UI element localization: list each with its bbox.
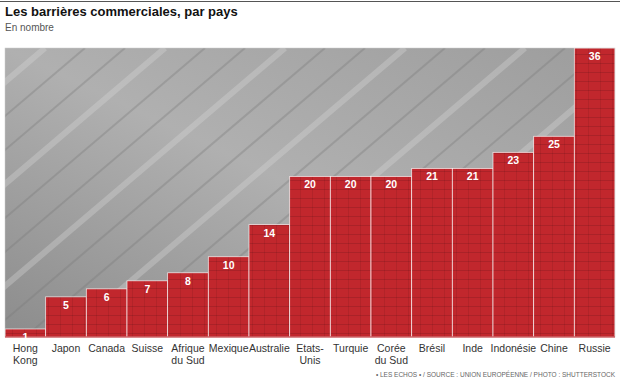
category-label-line: Suisse (132, 342, 164, 354)
texture-line (425, 48, 615, 337)
category-label: Russie (579, 342, 611, 354)
category-label: Canada (88, 342, 125, 354)
texture-line (5, 48, 45, 337)
plot-frame (5, 48, 615, 337)
texture-line (5, 48, 125, 337)
category-label: Inde (462, 342, 483, 354)
category-label-line: Afrique (171, 342, 204, 354)
texture-line (5, 48, 285, 337)
bar (493, 152, 534, 337)
category-label-line: Australie (249, 342, 290, 354)
category-label: Coréedu Sud (375, 342, 408, 366)
texture-line (105, 48, 445, 337)
bar (86, 289, 127, 337)
texture-line (265, 48, 605, 337)
data-label: 8 (185, 275, 191, 287)
texture-line (25, 48, 365, 337)
data-label: 20 (385, 178, 397, 190)
chart-container: Les barrières commerciales, par pays En n… (0, 0, 620, 380)
bar (208, 257, 249, 337)
bar (574, 48, 615, 337)
data-label: 25 (548, 138, 560, 150)
baseline (5, 337, 615, 338)
category-label-line: Russie (579, 342, 611, 354)
texture-line (225, 48, 565, 337)
title: Les barrières commerciales, par pays (5, 4, 238, 19)
data-label: 14 (263, 227, 275, 239)
category-label: HongKong (13, 342, 38, 366)
data-label: 23 (507, 154, 519, 166)
bar (371, 176, 412, 337)
data-label: 21 (426, 170, 438, 182)
category-label-line: Unis (299, 354, 320, 366)
category-label: Brésil (419, 342, 445, 354)
category-label-line: du Sud (375, 354, 408, 366)
bar (412, 168, 453, 337)
data-label: 36 (589, 50, 601, 62)
category-label-line: Brésil (419, 342, 445, 354)
category-label: Australie (249, 342, 290, 354)
photo-texture (5, 48, 615, 337)
category-label-line: Indonésie (491, 342, 537, 354)
source: • LES ECHOS • / SOURCE : UNION EUROPÉENN… (376, 370, 616, 378)
category-label-line: Kong (13, 354, 38, 366)
category-label-line: Inde (462, 342, 483, 354)
chart-svg: Les barrières commerciales, par pays En n… (0, 0, 620, 380)
category-label-line: Corée (377, 342, 406, 354)
subtitle: En nombre (5, 22, 54, 33)
texture-line (305, 48, 615, 337)
plot-background (5, 48, 615, 337)
texture-line (5, 48, 325, 337)
bar (330, 176, 371, 337)
texture-line (65, 48, 405, 337)
category-label: Suisse (132, 342, 164, 354)
data-label: 5 (63, 299, 69, 311)
category-label-line: du Sud (171, 354, 204, 366)
bar (127, 281, 168, 337)
data-label: 20 (345, 178, 357, 190)
category-label-line: Canada (88, 342, 125, 354)
category-label: Etats-Unis (296, 342, 324, 366)
page: {"chart_data": {"type": "bar", "title": … (0, 0, 620, 380)
category-label-line: Japon (52, 342, 81, 354)
category-label: Japon (52, 342, 81, 354)
texture-line (385, 48, 615, 337)
texture-line (185, 48, 525, 337)
bar (249, 225, 290, 337)
texture-line (145, 48, 485, 337)
category-label-line: Turquie (333, 342, 368, 354)
data-label: 20 (304, 178, 316, 190)
texture-line (345, 48, 615, 337)
bar (534, 136, 575, 337)
bar (168, 273, 209, 337)
bars (5, 48, 615, 337)
category-label-line: Chine (540, 342, 568, 354)
data-label: 21 (467, 170, 479, 182)
category-label-line: Hong (13, 342, 38, 354)
bar (290, 176, 331, 337)
category-label-line: Etats- (296, 342, 324, 354)
bar (452, 168, 493, 337)
category-label: Turquie (333, 342, 368, 354)
category-label: Indonésie (491, 342, 537, 354)
top-rule (0, 1, 620, 2)
category-label: Afriquedu Sud (171, 342, 204, 366)
data-label: 6 (104, 291, 110, 303)
category-label: Mexique (209, 342, 249, 354)
category-label: Chine (540, 342, 568, 354)
data-label: 10 (223, 259, 235, 271)
bar (46, 297, 87, 337)
category-label-line: Mexique (209, 342, 249, 354)
data-label: 7 (144, 283, 150, 295)
